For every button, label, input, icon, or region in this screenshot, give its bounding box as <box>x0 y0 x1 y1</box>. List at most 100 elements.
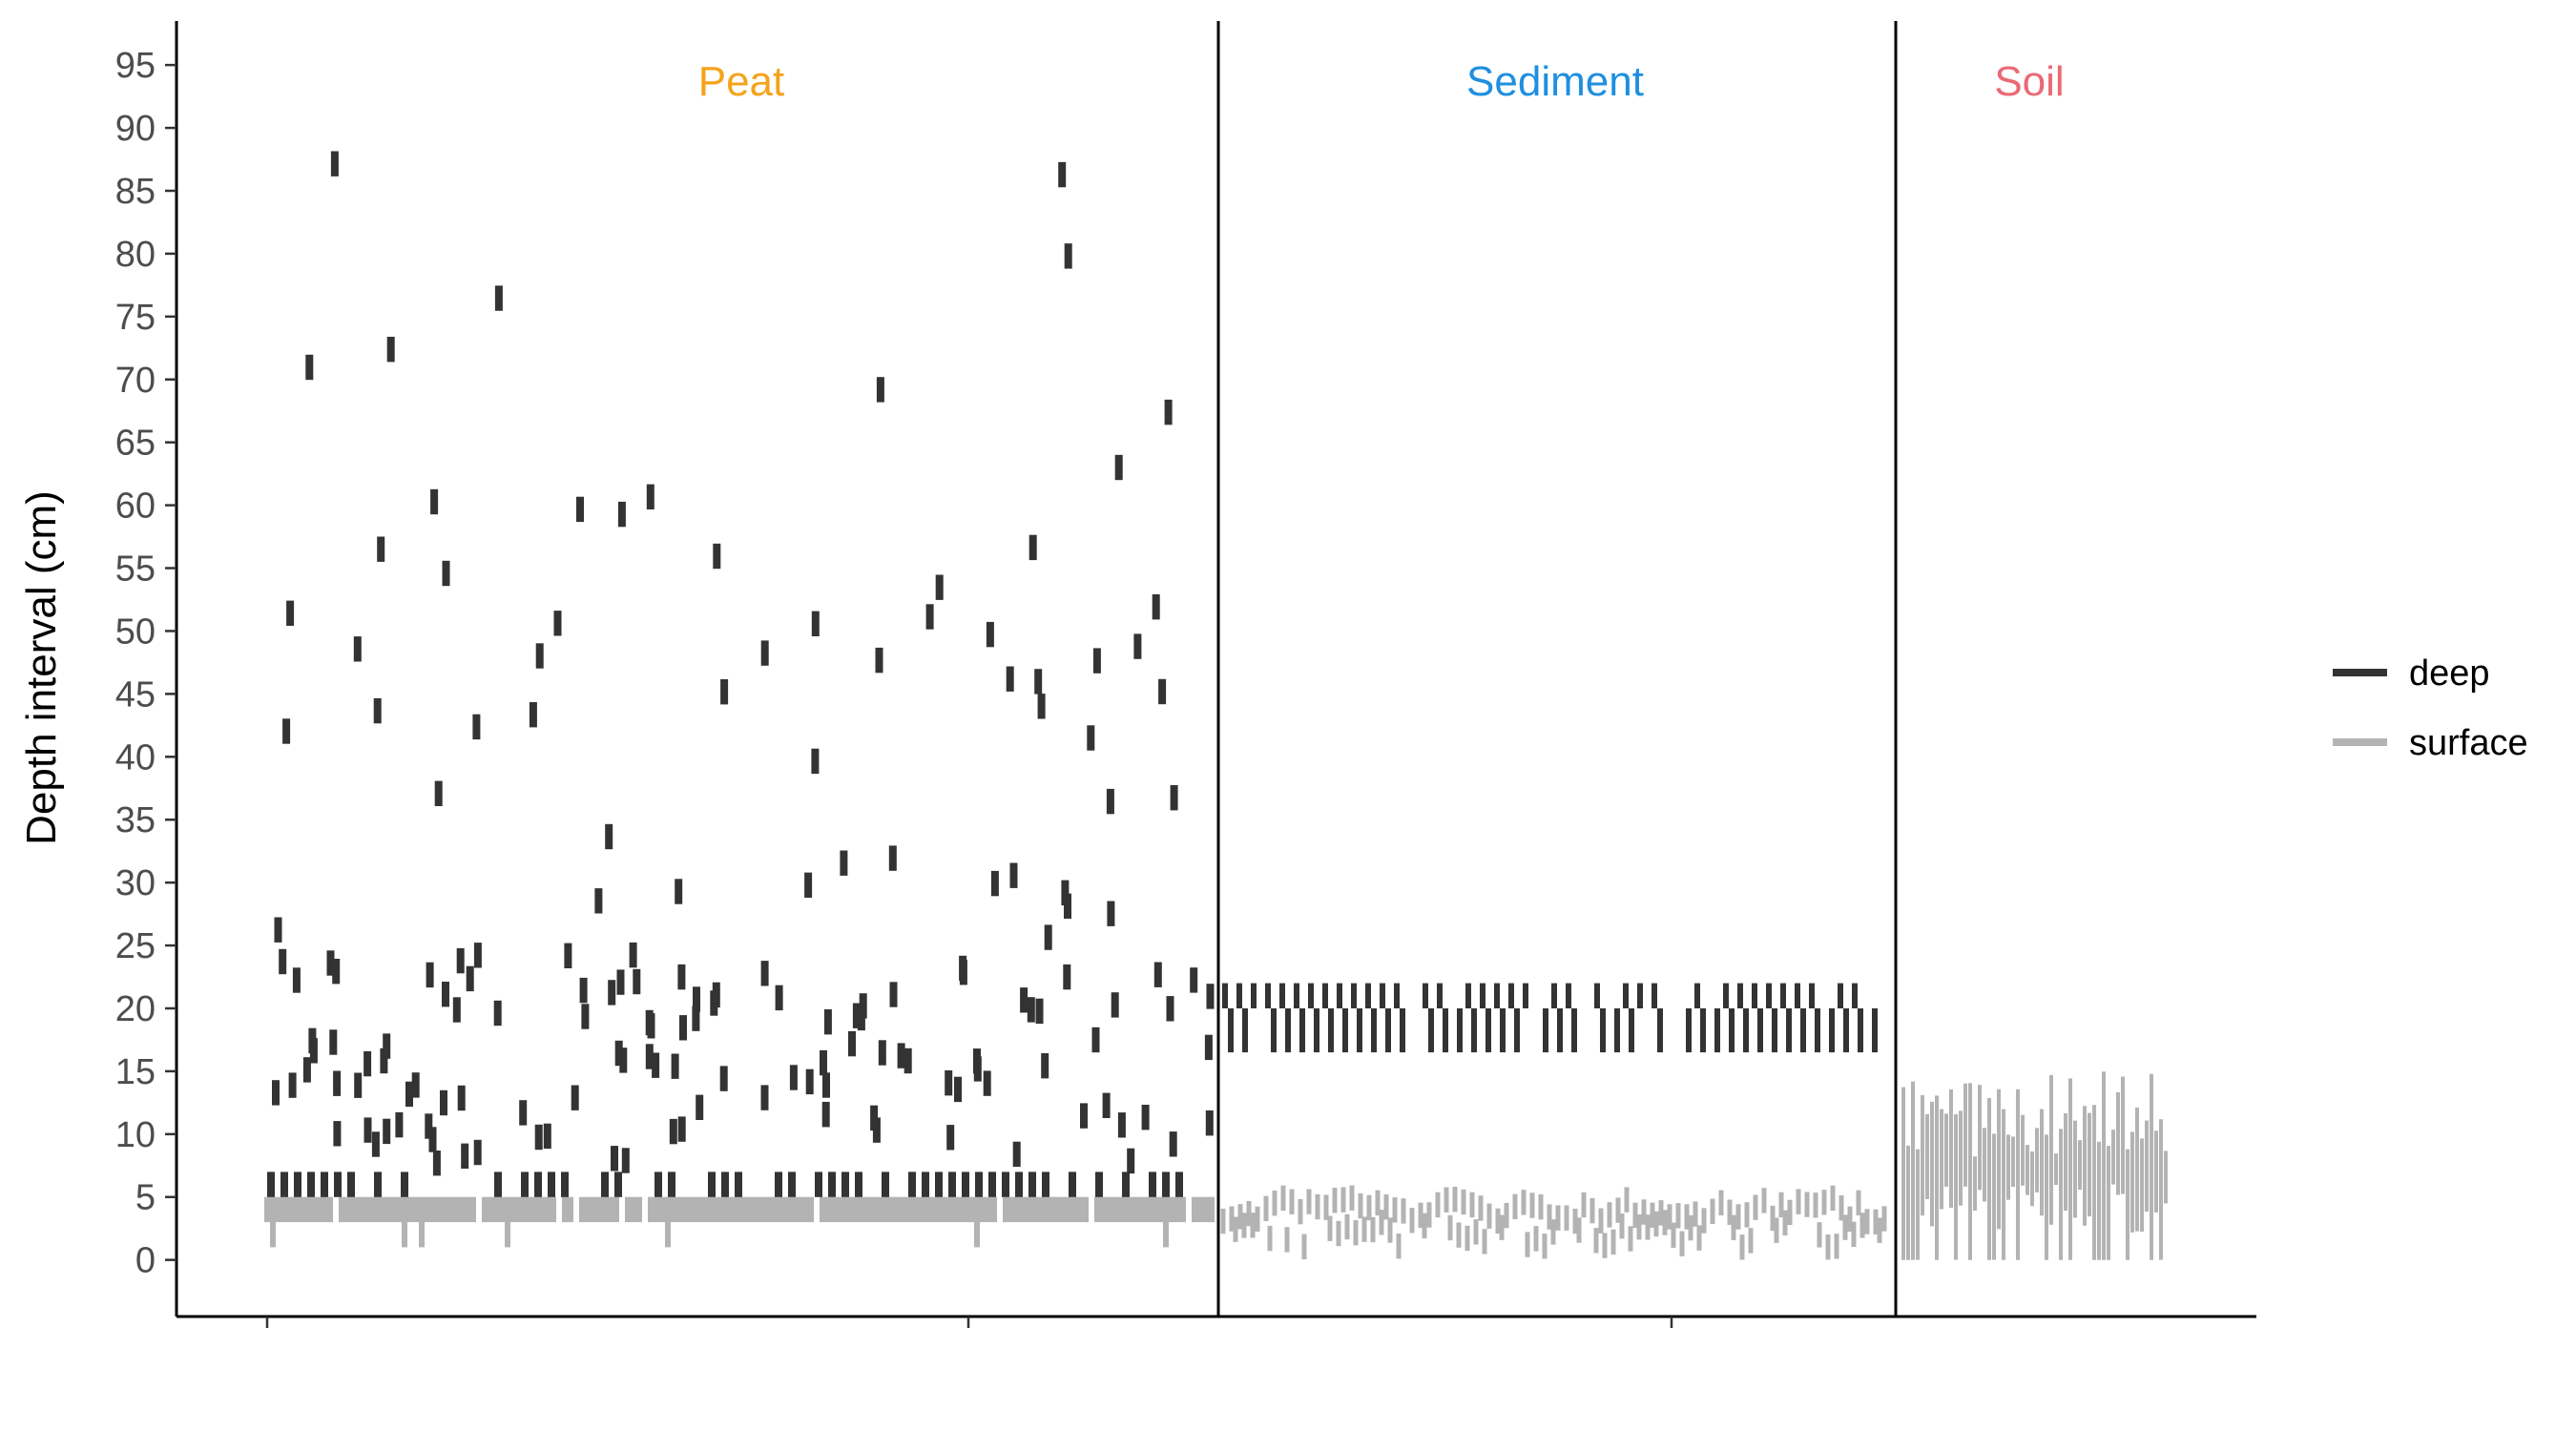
deep-segment <box>904 1047 912 1074</box>
deep-segment <box>430 488 439 515</box>
surface-segment <box>734 1196 739 1223</box>
surface-segment <box>894 1196 900 1223</box>
surface-segment <box>1250 1213 1256 1238</box>
surface-segment <box>1306 1189 1312 1214</box>
surface-segment <box>1859 1213 1865 1238</box>
deep-segment <box>1158 678 1167 705</box>
deep-segment <box>1523 983 1528 1008</box>
deep-segment <box>461 1143 469 1169</box>
deep-segment <box>594 888 603 914</box>
surface-segment <box>2059 1129 2063 1260</box>
surface-segment <box>613 1196 619 1223</box>
legend-label-deep: deep <box>2409 653 2490 694</box>
deep-segment <box>823 1009 832 1035</box>
surface-segment <box>631 1196 636 1223</box>
deep-segment <box>1205 1110 1214 1136</box>
deep-segment <box>579 977 588 1004</box>
surface-segment <box>1564 1205 1569 1231</box>
deep-segment <box>1122 1172 1130 1197</box>
surface-segment <box>2035 1128 2039 1192</box>
surface-segment <box>1469 1192 1475 1218</box>
surface-segment <box>785 1196 791 1223</box>
surface-segment <box>1925 1113 1929 1199</box>
surface-segment <box>493 1196 499 1223</box>
surface-segment <box>373 1196 379 1223</box>
surface-segment <box>1830 1185 1836 1212</box>
surface-segment <box>1983 1128 1986 1202</box>
surface-segment <box>1667 1204 1672 1230</box>
deep-segment <box>1164 399 1173 425</box>
deep-segment <box>1465 983 1471 1008</box>
deep-segment <box>945 1070 953 1096</box>
surface-segment <box>1358 1192 1363 1219</box>
deep-segment <box>334 1172 342 1197</box>
deep-segment <box>519 1100 528 1126</box>
deep-segment <box>411 1072 420 1098</box>
deep-segment <box>946 1125 955 1151</box>
surface-segment <box>1071 1196 1077 1223</box>
deep-segment <box>571 1085 579 1110</box>
deep-segment <box>1809 983 1815 1008</box>
surface-segment <box>1267 1225 1273 1252</box>
surface-segment <box>1026 1196 1031 1223</box>
surface-segment <box>928 1196 934 1223</box>
surface-segment <box>1796 1189 1801 1214</box>
deep-segment <box>804 872 813 898</box>
surface-segment <box>396 1196 402 1223</box>
surface-segment <box>1383 1194 1389 1220</box>
surface-segment <box>957 1196 963 1223</box>
surface-segment <box>1963 1083 1967 1187</box>
deep-segment <box>1080 1103 1088 1129</box>
deep-segment <box>1494 983 1500 1008</box>
surface-segment <box>1782 1210 1788 1235</box>
surface-segment <box>1662 1210 1668 1235</box>
surface-segment <box>1901 1087 1905 1260</box>
surface-segment <box>1255 1206 1260 1233</box>
surface-segment <box>362 1196 367 1223</box>
deep-segment <box>333 1121 342 1147</box>
y-tick-label: 90 <box>115 109 156 149</box>
surface-segment <box>2107 1146 2110 1260</box>
deep-segment <box>633 968 641 995</box>
surface-segment <box>1375 1190 1381 1215</box>
surface-segment <box>1495 1208 1501 1234</box>
deep-segment <box>1170 785 1178 811</box>
surface-segment <box>1298 1198 1303 1225</box>
deep-segment <box>1299 1008 1305 1053</box>
surface-segment <box>1521 1190 1527 1215</box>
deep-segment <box>878 1040 886 1066</box>
surface-segment <box>1340 1187 1346 1213</box>
surface-segment <box>1486 1203 1492 1229</box>
deep-segment <box>1028 1172 1036 1197</box>
surface-segment <box>1465 1225 1470 1252</box>
surface-segment <box>1504 1202 1509 1229</box>
deep-segment <box>1457 1008 1463 1053</box>
surface-segment <box>1916 1149 1920 1260</box>
deep-segment <box>1058 161 1067 188</box>
surface-segment <box>1624 1187 1630 1213</box>
deep-segment <box>828 1172 836 1197</box>
deep-segment <box>1285 1008 1291 1053</box>
surface-segment <box>1366 1194 1372 1221</box>
deep-segment <box>1872 1008 1878 1053</box>
deep-segment <box>1485 1008 1491 1053</box>
surface-segment <box>1727 1199 1733 1225</box>
deep-segment <box>1786 1008 1792 1053</box>
deep-segment <box>1114 454 1123 481</box>
surface-segment <box>1701 1208 1707 1234</box>
deep-segment <box>1351 983 1357 1008</box>
surface-segment <box>1370 1216 1376 1243</box>
deep-segment <box>1063 964 1071 990</box>
surface-segment <box>304 1196 310 1223</box>
surface-segment <box>802 1196 808 1223</box>
deep-segment <box>882 1172 889 1197</box>
deep-segment <box>1443 1008 1448 1053</box>
legend-label-surface: surface <box>2409 723 2528 763</box>
deep-segment <box>712 982 720 1008</box>
surface-segment <box>1992 1133 1996 1260</box>
surface-segment <box>1533 1226 1539 1252</box>
surface-segment <box>1060 1196 1066 1223</box>
surface-segment <box>1921 1094 1924 1216</box>
deep-segment <box>529 702 537 728</box>
surface-segment <box>1834 1234 1839 1259</box>
